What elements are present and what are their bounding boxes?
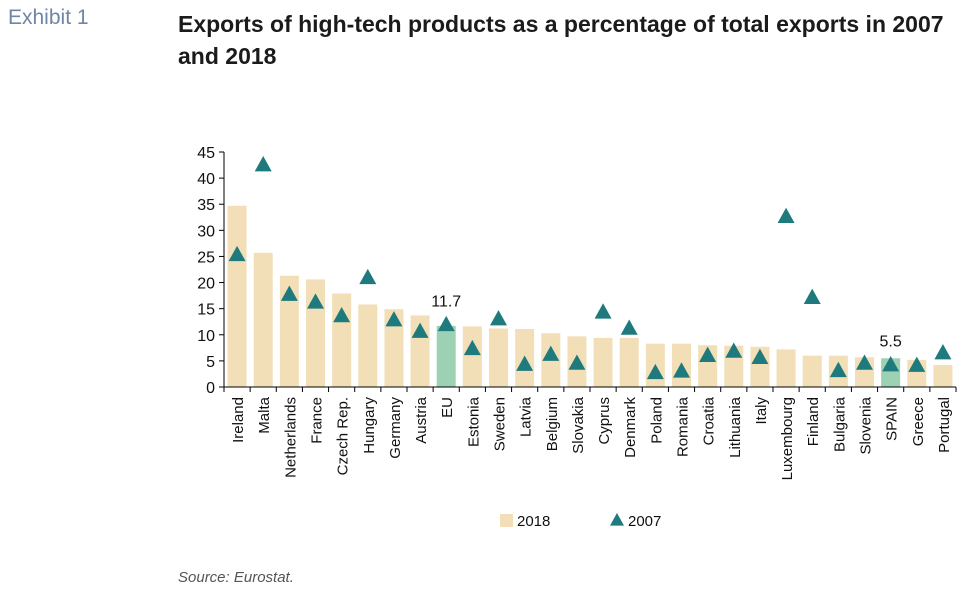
- y-tick-label: 25: [197, 249, 215, 266]
- x-tick-label-estonia: Estonia: [465, 396, 482, 447]
- x-tick-label-lithuania: Lithuania: [727, 396, 744, 458]
- x-tick-label-bulgaria: Bulgaria: [831, 396, 848, 452]
- marker-2007-ireland: [228, 245, 246, 262]
- marker-2007-romania: [673, 362, 690, 378]
- legend-marker-2007: [610, 513, 624, 526]
- x-tick-labels: Ireland Malta Netherlands France Czech Rep. H…: [230, 396, 953, 480]
- x-tick-label-sweden: Sweden: [492, 397, 509, 451]
- marker-2007-hungary: [359, 268, 377, 285]
- bar-group: [227, 205, 953, 387]
- bar-2018-finland: [802, 355, 822, 387]
- bar-2018-denmark: [619, 337, 639, 387]
- x-tick-label-spain: SPAIN: [884, 397, 901, 441]
- x-tick-label-romania: Romania: [675, 396, 692, 457]
- annotation-group: 11.7 5.5: [431, 293, 902, 350]
- marker-2007-malta: [254, 156, 272, 172]
- y-tick-label: 30: [197, 223, 215, 240]
- marker-2007-finland: [803, 288, 821, 304]
- x-tick-label-cyprus: Cyprus: [596, 397, 613, 445]
- x-tick-label-ireland: Ireland: [230, 397, 247, 443]
- marker-2007-luxembourg: [777, 207, 795, 224]
- marker-2007-estonia: [463, 339, 481, 356]
- bar-2018-hungary: [358, 304, 378, 387]
- x-tick-label-germany: Germany: [387, 397, 404, 459]
- bar-2018-netherlands: [279, 275, 299, 387]
- bar-2018-italy: [750, 346, 770, 387]
- bar-2018-germany: [384, 309, 404, 387]
- marker-2007-lithuania: [725, 342, 743, 358]
- y-tick-label: 5: [206, 354, 215, 371]
- x-tick-label-hungary: Hungary: [361, 397, 378, 454]
- x-tick-label-finland: Finland: [805, 397, 822, 446]
- bar-2018-ireland: [227, 205, 247, 387]
- marker-2007-sweden: [490, 310, 507, 326]
- y-tick-label: 45: [197, 145, 215, 162]
- x-tick-label-croatia: Croatia: [701, 396, 718, 445]
- source-note: Source: Eurostat.: [178, 569, 294, 586]
- marker-2007-france: [307, 293, 324, 309]
- marker-2007-netherlands: [280, 285, 298, 301]
- y-tick-label: 20: [197, 276, 215, 293]
- bar-2018-eu: [436, 325, 456, 387]
- marker-2007-denmark: [620, 319, 638, 335]
- marker-2007-belgium: [542, 345, 560, 361]
- data-label-spain: 5.5: [880, 334, 902, 351]
- marker-2007-latvia: [516, 355, 534, 371]
- marker-2007-eu: [437, 315, 455, 332]
- marker-2007-austria: [411, 322, 429, 338]
- y-tick-label: 15: [197, 302, 215, 319]
- x-tick-label-slovakia: Slovakia: [570, 396, 587, 453]
- legend: 2018 2007: [500, 513, 661, 530]
- x-tick-label-france: France: [309, 397, 326, 444]
- marker-2007-croatia: [699, 346, 717, 362]
- marker-2007-czech-rep: [333, 306, 351, 323]
- x-tick-label-czech-rep: Czech Rep.: [335, 397, 352, 475]
- x-tick-label-belgium: Belgium: [544, 397, 561, 451]
- marker-2007-cyprus: [594, 303, 612, 319]
- y-tick-label: 35: [197, 197, 215, 214]
- marker-2007-germany: [385, 311, 403, 327]
- data-label-eu: 11.7: [431, 293, 461, 310]
- marker-2007-greece: [908, 356, 926, 372]
- legend-label-2007: 2007: [628, 513, 661, 530]
- x-tick-label-eu: EU: [439, 397, 456, 418]
- x-tick-label-luxembourg: Luxembourg: [779, 397, 796, 480]
- marker-2007-italy: [751, 348, 769, 365]
- marker-2007-spain: [882, 356, 900, 372]
- marker-2007-slovenia: [856, 354, 873, 370]
- exhibit-label: Exhibit 1: [8, 6, 89, 29]
- x-tick-label-greece: Greece: [910, 397, 927, 446]
- legend-label-2018: 2018: [517, 513, 550, 530]
- marker-2007-slovakia: [568, 354, 586, 370]
- x-tick-label-netherlands: Netherlands: [282, 397, 299, 478]
- marker-2007-bulgaria: [829, 361, 847, 378]
- x-tick-label-italy: Italy: [753, 397, 770, 425]
- marker-2007-portugal: [934, 344, 952, 360]
- legend-swatch-2018: [500, 514, 513, 527]
- y-tick-label: 10: [197, 328, 215, 345]
- x-tick-label-denmark: Denmark: [622, 397, 639, 458]
- axes: 0 5 10 15 20 25 30 35 40 45: [197, 145, 957, 397]
- x-tick-label-malta: Malta: [256, 396, 273, 433]
- x-tick-label-austria: Austria: [413, 396, 430, 443]
- y-tick-label: 0: [206, 380, 215, 397]
- x-tick-label-slovenia: Slovenia: [858, 396, 875, 454]
- bar-2018-luxembourg: [776, 349, 796, 387]
- x-tick-label-portugal: Portugal: [936, 397, 953, 453]
- y-tick-label: 40: [197, 171, 215, 188]
- marker-group: [228, 156, 952, 380]
- bar-2018-sweden: [489, 328, 508, 387]
- bar-2018-portugal: [933, 365, 953, 387]
- bar-2018-malta: [253, 252, 273, 387]
- x-tick-label-poland: Poland: [648, 397, 665, 444]
- marker-2007-poland: [646, 363, 664, 380]
- x-tick-label-latvia: Latvia: [518, 396, 535, 437]
- bar-2018-cyprus: [593, 337, 613, 387]
- chart-title: Exports of high-tech products as a perce…: [178, 11, 944, 69]
- bar-2018-estonia: [462, 326, 482, 387]
